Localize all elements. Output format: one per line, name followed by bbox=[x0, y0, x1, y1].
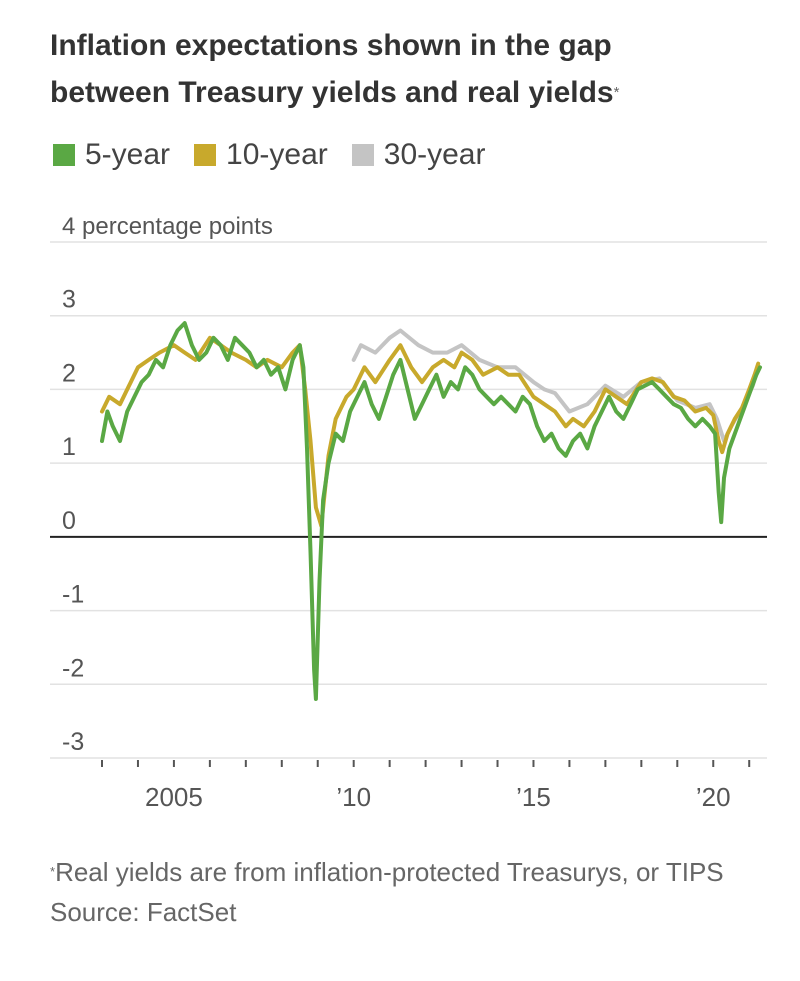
legend-item-30-year: 30-year bbox=[351, 138, 486, 172]
chart-title-line-2-text: between Treasury yields and real yields bbox=[50, 76, 614, 109]
legend-swatch-10-year bbox=[194, 144, 217, 166]
legend-label-30-year: 30-year bbox=[383, 138, 486, 171]
y-tick-label-0: 0 bbox=[62, 507, 76, 535]
x-tick-label-2010: ’10 bbox=[336, 782, 371, 812]
legend-item-10-year: 10-year bbox=[194, 138, 328, 172]
title-footnote-mark: * bbox=[613, 84, 620, 101]
chart-title-line-2: between Treasury yields and real yields* bbox=[50, 69, 770, 116]
chart-title-line-1: Inflation expectations shown in the gap bbox=[50, 29, 612, 62]
y-tick-label-neg1: -1 bbox=[62, 581, 84, 609]
x-tick-label-2020: ’20 bbox=[696, 782, 731, 812]
footnote-text: Real yields are from inflation-protected… bbox=[55, 857, 724, 887]
legend-swatch-5-year bbox=[53, 144, 75, 166]
x-tick-label-2005: 2005 bbox=[145, 782, 203, 812]
legend: 5-year 10-year 30-year bbox=[53, 138, 509, 172]
chart-title: Inflation expectations shown in the gap … bbox=[50, 22, 770, 116]
y-tick-label-2: 2 bbox=[62, 359, 76, 387]
line-chart: 4 percentage points 3 2 1 0 -1 -2 -3 2005 ’10 ’15 ’… bbox=[50, 213, 767, 812]
legend-label-10-year: 10-year bbox=[226, 138, 328, 171]
series-line-30-year bbox=[351, 328, 761, 443]
source-line: Source: FactSet bbox=[50, 897, 237, 927]
footnote-mark: * bbox=[50, 864, 56, 879]
footer: *Real yields are from inflation-protecte… bbox=[50, 852, 770, 932]
legend-label-5-year: 5-year bbox=[85, 138, 171, 171]
y-tick-label-3: 3 bbox=[62, 286, 76, 314]
y-tick-label-neg3: -3 bbox=[62, 728, 84, 756]
legend-item-5-year: 5-year bbox=[53, 138, 170, 172]
series-line-10-year bbox=[100, 335, 761, 528]
y-tick-label-4: 4 percentage points bbox=[62, 213, 273, 240]
legend-swatch-30-year bbox=[351, 144, 374, 166]
x-tick-label-2015: ’15 bbox=[516, 782, 551, 812]
y-tick-label-neg2: -2 bbox=[62, 654, 84, 682]
series-line-5-year bbox=[100, 321, 762, 701]
footnote: *Real yields are from inflation-protecte… bbox=[50, 852, 770, 892]
y-tick-label-1: 1 bbox=[62, 433, 76, 461]
